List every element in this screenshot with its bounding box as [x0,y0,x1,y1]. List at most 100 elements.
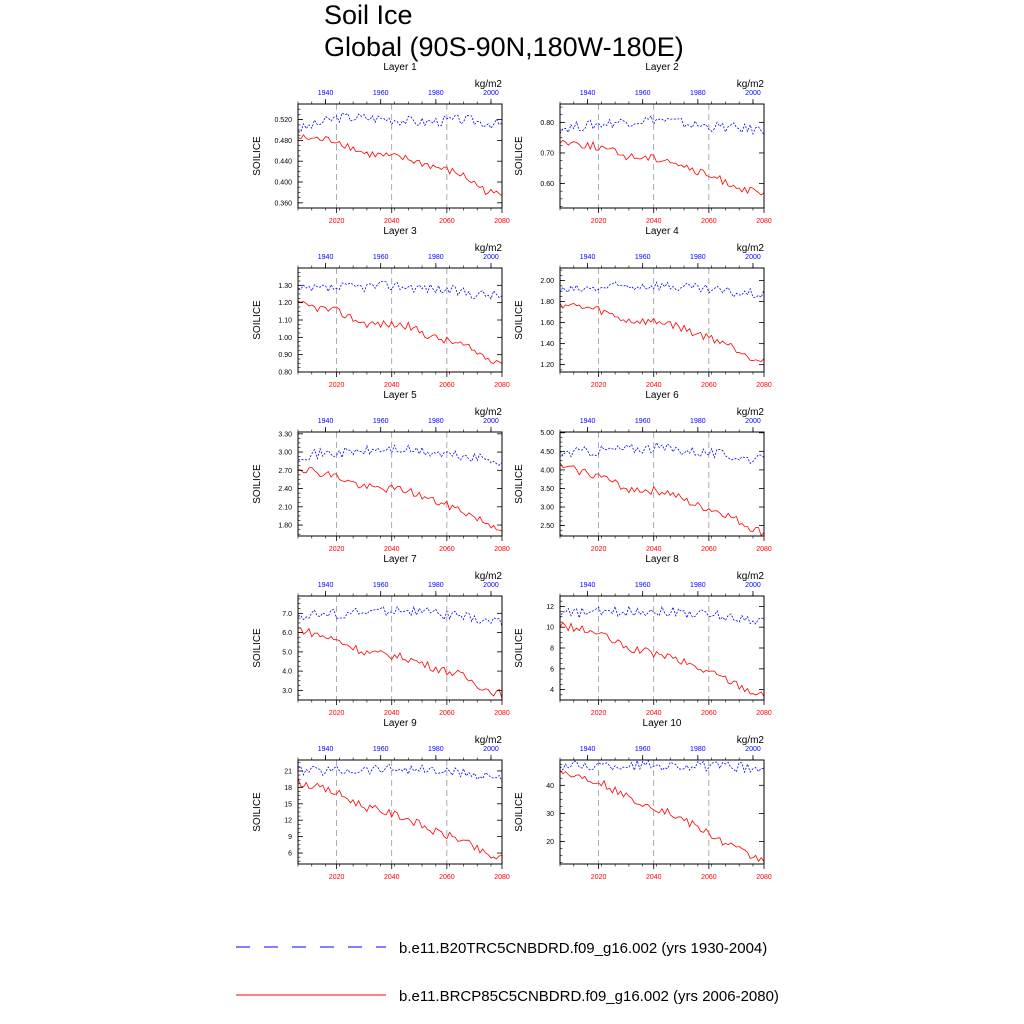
x-bottom-tick-label: 2020 [329,218,345,225]
x-bottom-tick-label: 2040 [384,710,400,717]
panel-10: Layer 10 kg/m2 SOILICE 20 30 40 1940 1960 1980 20… [514,718,772,881]
units-label: kg/m2 [737,735,765,746]
x-top-tick-label: 1940 [318,418,334,425]
x-top-tick-label: 1960 [373,582,389,589]
units-label: kg/m2 [475,79,503,90]
x-top-tick-label: 2000 [745,418,761,425]
series-line-hist [297,112,503,133]
x-bottom-tick-label: 2060 [439,382,455,389]
x-bottom-tick-label: 2080 [494,710,510,717]
x-bottom-tick-label: 2080 [756,874,772,881]
plot-frame [297,595,503,701]
series-line-proj [559,769,765,863]
y-tick-label: 40 [546,783,554,790]
plot-frame [297,267,503,373]
y-axis-label: SOILICE [514,300,525,340]
y-tick-label: 4.0 [282,669,292,676]
x-top-tick-label: 2000 [745,582,761,589]
y-tick-label: 20 [546,839,554,846]
y-tick-label: 5.0 [282,649,292,656]
x-top-tick-label: 1960 [373,418,389,425]
y-axis-label: SOILICE [514,792,525,832]
x-top-tick-label: 2000 [483,418,499,425]
units-label: kg/m2 [737,407,765,418]
y-axis-label: SOILICE [252,628,263,668]
x-bottom-tick-label: 2040 [384,874,400,881]
x-top-tick-label: 2000 [483,582,499,589]
series-line-proj [297,134,503,197]
x-bottom-tick-label: 2040 [646,218,662,225]
series-line-proj [297,300,503,364]
plot-frame [559,595,765,701]
y-axis-label: SOILICE [514,628,525,668]
x-top-tick-label: 1940 [580,254,596,261]
plot-frame [559,431,765,537]
y-tick-label: 12 [546,604,554,611]
y-tick-label: 4 [550,687,554,694]
x-bottom-tick-label: 2040 [384,218,400,225]
x-bottom-tick-label: 2060 [701,710,717,717]
x-top-tick-label: 2000 [745,746,761,753]
plot-frame [559,759,765,865]
x-bottom-tick-label: 2020 [591,382,607,389]
panel-title: Layer 9 [383,718,417,729]
panel-title: Layer 10 [643,718,682,729]
x-bottom-tick-label: 2060 [701,546,717,553]
series-line-proj [559,139,765,196]
y-tick-label: 15 [284,801,292,808]
x-bottom-tick-label: 2060 [439,546,455,553]
y-tick-label: 6.0 [282,630,292,637]
series-line-hist [297,605,503,626]
x-bottom-tick-label: 2080 [756,218,772,225]
panel-2: Layer 2 kg/m2 SOILICE 0.60 0.70 0.80 1940 1960 1… [514,62,772,225]
figure-subtitle: Global (90S-90N,180W-180E) [324,32,684,62]
y-tick-label: 6 [550,666,554,673]
panel-title: Layer 2 [645,62,679,73]
units-label: kg/m2 [475,243,503,254]
legend-entry-proj: b.e11.BRCP85C5CNBDRD.f09_g16.002 (yrs 20… [399,988,779,1005]
x-bottom-tick-label: 2060 [439,874,455,881]
y-tick-label: 3.00 [278,450,292,457]
x-top-tick-label: 1960 [635,582,651,589]
y-tick-label: 1.10 [278,318,292,325]
y-tick-label: 21 [284,768,292,775]
x-top-tick-label: 1940 [580,90,596,97]
x-bottom-tick-label: 2080 [756,710,772,717]
y-tick-label: 0.400 [274,180,292,187]
units-label: kg/m2 [737,243,765,254]
x-top-tick-label: 1940 [580,582,596,589]
x-top-tick-label: 1980 [690,418,706,425]
x-top-tick-label: 1960 [635,418,651,425]
x-bottom-tick-label: 2020 [591,218,607,225]
y-tick-label: 1.80 [278,523,292,530]
y-tick-label: 0.520 [274,117,292,124]
x-top-tick-label: 2000 [745,254,761,261]
x-top-tick-label: 1980 [428,582,444,589]
x-bottom-tick-label: 2040 [646,874,662,881]
units-label: kg/m2 [475,571,503,582]
y-tick-label: 0.440 [274,159,292,166]
panel-title: Layer 8 [645,554,679,565]
series-line-hist [559,281,765,299]
x-bottom-tick-label: 2020 [591,874,607,881]
plot-frame [559,103,765,209]
panel-4: Layer 4 kg/m2 SOILICE 1.20 1.40 1.60 1.80 2.00 1… [514,226,772,389]
y-tick-label: 2.10 [278,504,292,511]
plot-frame [297,103,503,209]
units-label: kg/m2 [475,407,503,418]
x-top-tick-label: 1960 [373,746,389,753]
series-line-proj [559,462,765,537]
y-tick-label: 5.00 [540,430,554,437]
panel-title: Layer 3 [383,226,417,237]
x-bottom-tick-label: 2080 [494,546,510,553]
y-tick-label: 0.80 [278,370,292,377]
panels: Layer 1 kg/m2 SOILICE 0.360 0.400 0.440 0.480 0… [252,62,772,881]
panel-1: Layer 1 kg/m2 SOILICE 0.360 0.400 0.440 0.480 0… [252,62,510,225]
series-line-proj [559,303,765,362]
y-tick-label: 2.40 [278,486,292,493]
plot-frame [297,431,503,537]
y-axis-label: SOILICE [252,792,263,832]
y-tick-label: 0.360 [274,200,292,207]
x-bottom-tick-label: 2040 [384,546,400,553]
